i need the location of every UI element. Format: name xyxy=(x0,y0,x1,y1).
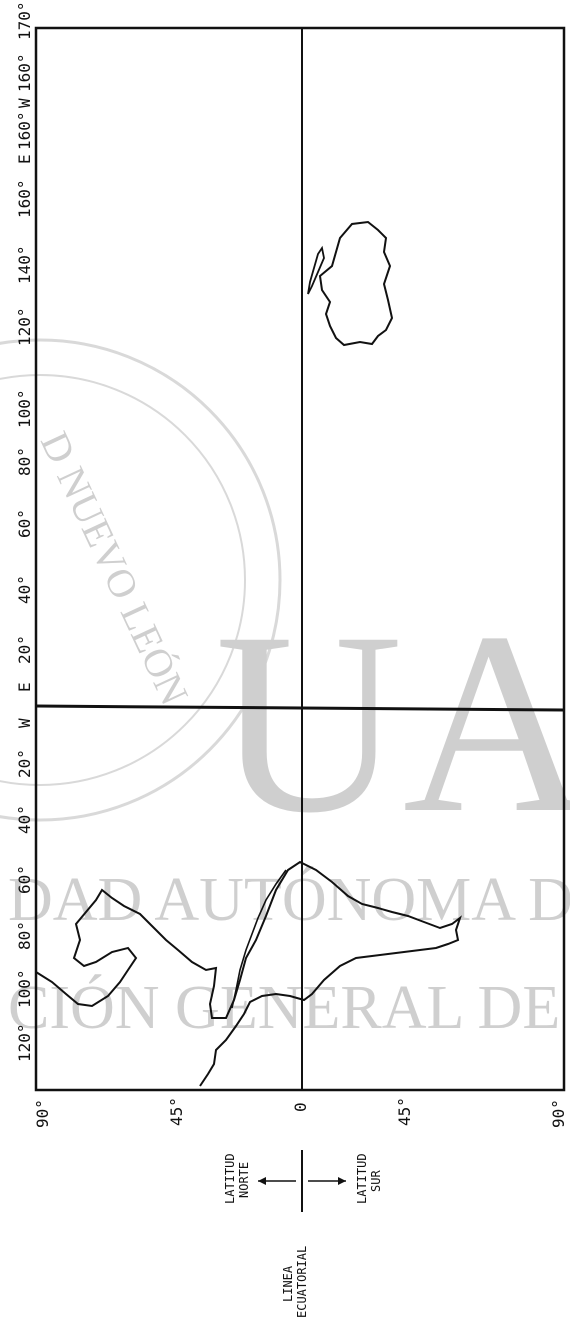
lon-label: 20° xyxy=(15,749,34,778)
australia-landmass xyxy=(318,220,394,347)
longitude-labels: 120° 100° 80° 60° 40° 20° W E 20° 40° 60… xyxy=(15,1,34,1062)
lon-label: 170° xyxy=(15,1,34,40)
lon-label: E xyxy=(15,154,34,164)
lon-label: 160° xyxy=(15,53,34,92)
south-arrow-head xyxy=(338,1177,346,1185)
lon-label: 80° xyxy=(15,447,34,476)
seal-text: D NUEVO LEÓN xyxy=(32,425,198,712)
lon-label: 40° xyxy=(15,805,34,834)
lat-label: 0 xyxy=(291,1102,310,1112)
hemisphere-legend: LATITUD NORTE LATITUD SUR LINEA ECUATORI… xyxy=(223,1150,383,1318)
lon-label: 120° xyxy=(15,1023,34,1062)
lon-label: W xyxy=(15,718,34,728)
equator-label-line2: ECUATORIAL xyxy=(295,1246,309,1318)
lon-label: 60° xyxy=(15,509,34,538)
new-zealand-landmass xyxy=(307,245,325,295)
lat-label: 90° xyxy=(549,1099,568,1128)
latitude-labels: 90° 45° 0 45° 90° xyxy=(33,1097,568,1128)
lon-label: 60° xyxy=(15,865,34,894)
lat-label: 45° xyxy=(167,1097,186,1126)
north-arrow-head xyxy=(258,1177,266,1185)
americas-landmass xyxy=(35,860,462,1087)
lat-label: 90° xyxy=(33,1099,52,1128)
south-label-line1: LATITUD xyxy=(355,1153,369,1204)
lon-label: 160° xyxy=(15,179,34,218)
south-label-line2: SUR xyxy=(369,1170,383,1192)
andes-coast-inner xyxy=(231,869,287,1009)
north-label-line2: NORTE xyxy=(237,1162,251,1198)
map-frame xyxy=(34,26,566,1092)
lon-label: 120° xyxy=(15,307,34,346)
watermark-line-1: DAD AUTÓNOMA DE xyxy=(8,866,570,934)
lon-label: 160° xyxy=(15,111,34,150)
lon-label: 100° xyxy=(15,389,34,428)
watermark-big-letters: UA xyxy=(215,579,570,867)
lon-label: 80° xyxy=(15,921,34,950)
north-label-line1: LATITUD xyxy=(223,1153,237,1204)
lat-label: 45° xyxy=(395,1097,414,1126)
lon-label: E xyxy=(15,682,34,692)
lon-label: W xyxy=(15,98,34,108)
lon-label: 40° xyxy=(15,575,34,604)
prime-meridian-line xyxy=(35,704,565,712)
lon-label: 20° xyxy=(15,635,34,664)
equator-label-line1: LINEA xyxy=(281,1265,295,1302)
watermark-line-2: CIÓN GENERAL DE BIB xyxy=(8,974,570,1042)
lon-label: 140° xyxy=(15,245,34,284)
lon-label: 100° xyxy=(15,969,34,1008)
